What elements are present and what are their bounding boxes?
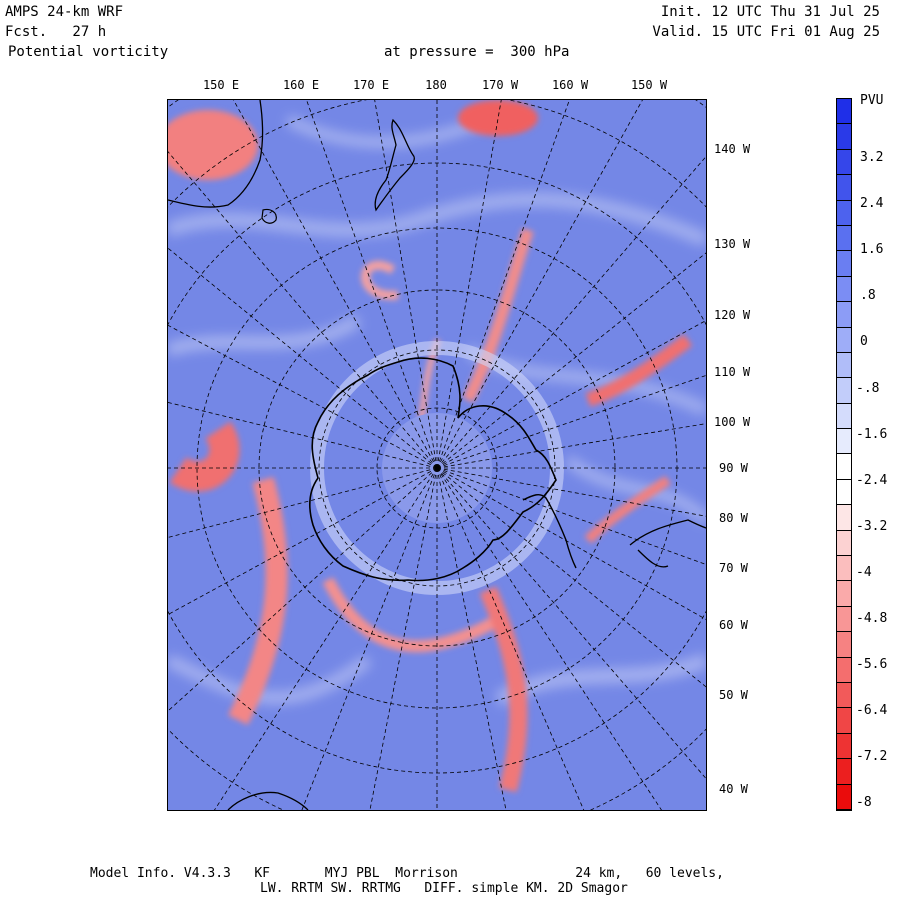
colorbar-swatch xyxy=(837,759,851,785)
lon-label: 40 W xyxy=(719,782,748,796)
colorbar-swatch xyxy=(837,530,851,557)
colorbar-tick-label: -2.4 xyxy=(856,472,888,488)
colorbar-swatch xyxy=(837,682,851,709)
antarctic-peninsula-coast xyxy=(522,493,577,569)
lon-label: 150 E xyxy=(202,78,240,92)
colorbar-swatch xyxy=(837,276,851,303)
colorbar-tick-label: -6.4 xyxy=(856,703,888,719)
lon-label: 170 W xyxy=(481,78,519,92)
colorbar-unit: PVU xyxy=(860,93,884,108)
field-name: Potential vorticity xyxy=(8,44,169,60)
colorbar-swatch xyxy=(837,149,851,176)
colorbar-swatch xyxy=(837,505,851,531)
lon-label: 180 xyxy=(425,78,447,92)
colorbar-tick-label: -8 xyxy=(856,795,872,811)
forecast-hour: Fcst. 27 h xyxy=(5,24,107,40)
colorbar-tick-label: .8 xyxy=(860,288,876,304)
lon-label: 160 W xyxy=(551,78,589,92)
colorbar-swatch xyxy=(837,733,851,760)
pressure-level: at pressure = 300 hPa xyxy=(384,44,570,60)
valid-time: Valid. 15 UTC Fri 01 Aug 25 xyxy=(652,24,880,40)
new-zealand-coast xyxy=(374,118,415,212)
south-america-coast xyxy=(629,519,706,568)
colorbar-swatch xyxy=(837,352,851,379)
colorbar-swatch xyxy=(837,454,851,480)
colorbar xyxy=(836,98,852,811)
meridians xyxy=(168,100,706,810)
lon-label: 110 W xyxy=(714,365,751,379)
init-time: Init. 12 UTC Thu 31 Jul 25 xyxy=(660,4,880,20)
lon-label: 60 W xyxy=(719,618,748,632)
colorbar-swatch xyxy=(837,99,851,125)
colorbar-swatch xyxy=(837,784,851,810)
colorbar-tick-label: -5.6 xyxy=(856,657,888,673)
colorbar-swatch xyxy=(837,225,851,252)
pv-map xyxy=(167,99,707,811)
colorbar-swatch xyxy=(837,251,851,277)
model-info-line1: Model Info. V4.3.3 KF MYJ PBL Morrison 2… xyxy=(90,866,724,881)
colorbar-swatch xyxy=(837,124,851,150)
colorbar-swatch xyxy=(837,632,851,658)
colorbar-swatch xyxy=(837,429,851,455)
lon-label: 140 W xyxy=(714,142,751,156)
colorbar-tick-label: 0 xyxy=(860,334,868,350)
colorbar-tick-label: -3.2 xyxy=(856,518,888,534)
colorbar-tick-label: 3.2 xyxy=(860,150,884,165)
lon-label: 130 W xyxy=(714,237,751,251)
colorbar-swatch xyxy=(837,327,851,353)
colorbar-swatch xyxy=(837,606,851,633)
lon-label: 90 W xyxy=(719,461,748,475)
lon-label: 70 W xyxy=(719,561,748,575)
colorbar-swatch xyxy=(837,556,851,582)
lon-label: 80 W xyxy=(719,511,748,525)
colorbar-tick-label: -4.8 xyxy=(856,611,888,626)
australia-coast xyxy=(168,100,264,208)
colorbar-swatch xyxy=(837,302,851,328)
lon-label: 120 W xyxy=(714,308,751,322)
model-title: AMPS 24-km WRF xyxy=(5,4,124,20)
colorbar-swatch xyxy=(837,200,851,226)
africa-coast xyxy=(227,791,309,810)
map-svg xyxy=(168,100,706,810)
tasmania-coast xyxy=(261,208,277,224)
colorbar-tick-label: 2.4 xyxy=(860,196,884,212)
colorbar-tick-label: -.8 xyxy=(856,380,880,396)
lon-label: 50 W xyxy=(719,688,748,702)
colorbar-swatch xyxy=(837,657,851,683)
lon-label: 160 E xyxy=(282,78,320,92)
colorbar-swatch xyxy=(837,175,851,201)
colorbar-tick-label: 1.6 xyxy=(860,242,884,258)
negative-pv-streamers xyxy=(168,100,693,793)
lon-label: 150 W xyxy=(630,78,668,92)
colorbar-tick-label: -7.2 xyxy=(856,749,888,765)
colorbar-swatch xyxy=(837,378,851,404)
colorbar-tick-label: -1.6 xyxy=(856,426,888,442)
colorbar-swatch xyxy=(837,403,851,430)
lon-label: 170 E xyxy=(352,78,390,92)
colorbar-swatch xyxy=(837,708,851,734)
colorbar-swatch xyxy=(837,479,851,506)
antarctica-coastline xyxy=(308,357,557,582)
model-info-line2: LW. RRTM SW. RRTMG DIFF. simple KM. 2D S… xyxy=(260,881,628,896)
colorbar-swatch xyxy=(837,581,851,607)
colorbar-tick-label: -4 xyxy=(856,564,872,580)
lon-label: 100 W xyxy=(714,415,751,429)
